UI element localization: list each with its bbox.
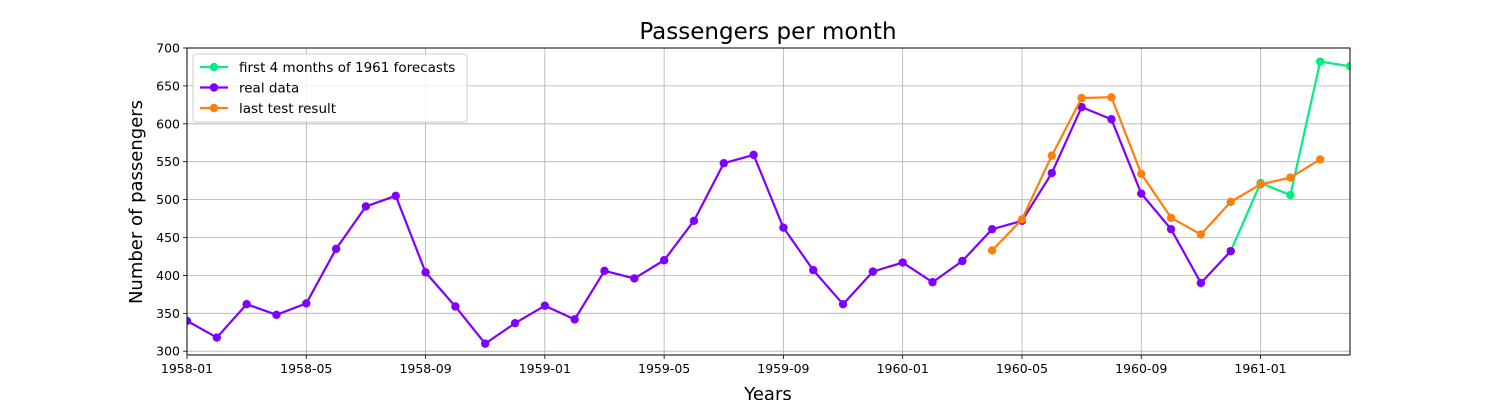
data-point	[451, 302, 460, 311]
legend-label: last test result	[239, 101, 336, 117]
x-tick-label: 1961-01	[1234, 361, 1286, 376]
y-tick-label: 400	[156, 268, 180, 283]
x-tick-label: 1960-01	[877, 361, 929, 376]
data-point	[1226, 197, 1235, 207]
data-point	[1077, 102, 1086, 112]
x-tick-label: 1959-01	[519, 361, 571, 376]
data-point	[272, 310, 281, 320]
legend-label: real data	[239, 80, 299, 96]
y-tick-label: 550	[156, 154, 180, 169]
data-point	[1017, 215, 1027, 224]
data-point	[987, 224, 997, 234]
data-point	[1137, 169, 1146, 179]
x-tick-label: 1958-09	[399, 361, 451, 376]
data-point	[1315, 57, 1325, 66]
legend-marker	[209, 103, 219, 113]
legend-box	[192, 53, 468, 123]
data-point	[1196, 278, 1206, 288]
data-point	[302, 299, 311, 308]
data-point	[779, 223, 788, 232]
data-point	[1077, 93, 1086, 103]
data-point	[689, 216, 699, 226]
data-point	[212, 333, 222, 342]
data-point	[958, 256, 967, 266]
x-tick-label: 1958-01	[161, 361, 213, 376]
data-point	[838, 300, 848, 309]
data-point	[1107, 115, 1116, 124]
data-point	[659, 256, 669, 265]
data-point	[361, 202, 371, 211]
data-point	[719, 159, 728, 168]
data-point	[391, 191, 400, 201]
chart-title: Passengers per month	[639, 19, 896, 45]
data-point	[1196, 230, 1206, 239]
data-point	[1286, 190, 1295, 200]
x-tick-label: 1959-09	[757, 361, 809, 376]
data-point	[510, 318, 520, 328]
x-tick-label: 1959-05	[638, 361, 690, 376]
data-point	[1047, 151, 1056, 160]
data-point	[600, 266, 609, 276]
series-line	[991, 96, 1321, 252]
y-tick-label: 500	[156, 192, 180, 207]
data-point	[749, 150, 758, 160]
y-tick-label: 350	[156, 306, 180, 321]
series-line	[187, 106, 1232, 345]
data-point	[242, 300, 251, 309]
data-point	[481, 339, 490, 348]
x-tick-label: 1960-09	[1115, 361, 1167, 376]
data-point	[1226, 246, 1235, 256]
x-tick-label: 1958-05	[280, 361, 332, 376]
data-point	[1166, 224, 1176, 234]
legend-marker	[209, 62, 219, 72]
data-point	[1107, 93, 1116, 102]
data-point	[928, 278, 937, 287]
data-point	[1286, 173, 1295, 182]
y-tick-label: 650	[156, 78, 180, 93]
y-tick-label: 600	[156, 116, 180, 131]
y-axis-label: Number of passengers	[126, 100, 147, 304]
series-last-test-result	[987, 93, 1325, 255]
y-tick-label: 450	[156, 230, 180, 245]
y-axis: 300 350 400 450 500 550 600 650 700	[156, 41, 187, 359]
data-point	[540, 301, 550, 310]
series-real-data	[187, 102, 1235, 348]
data-point	[1345, 61, 1350, 71]
plot-frame	[186, 47, 1351, 356]
y-tick-label: 700	[156, 41, 180, 56]
data-point	[898, 258, 907, 267]
series-layer	[187, 57, 1350, 348]
x-axis-label: Years	[743, 384, 792, 400]
x-tick-label: 1960-05	[996, 361, 1048, 376]
data-point	[570, 315, 579, 324]
legend-label: first 4 months of 1961 forecasts	[239, 60, 455, 76]
data-point	[331, 244, 341, 254]
data-point	[1256, 180, 1265, 189]
y-tick-label: 300	[156, 344, 180, 359]
data-point	[809, 265, 818, 275]
legend: first 4 months of 1961 forecasts real dat…	[192, 53, 468, 123]
data-point	[1047, 168, 1056, 178]
legend-marker	[209, 83, 219, 92]
data-point	[868, 267, 878, 276]
data-point	[630, 274, 639, 283]
data-point	[1137, 189, 1146, 198]
data-point	[1315, 155, 1325, 164]
data-point	[987, 246, 997, 255]
data-point	[187, 316, 192, 326]
data-point	[421, 268, 430, 277]
x-axis: 1958-01 1958-05 1958-09 1959-01 1959-05 1959-…	[161, 355, 1287, 376]
data-point	[1166, 213, 1176, 222]
